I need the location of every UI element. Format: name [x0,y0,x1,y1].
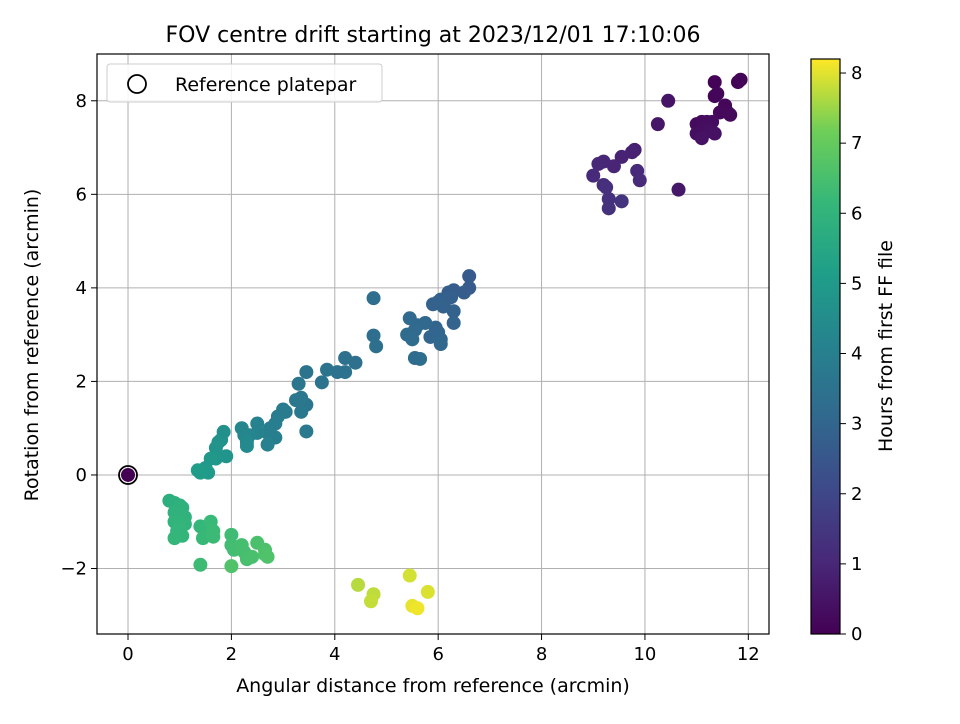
data-point [245,549,260,564]
data-point [446,315,461,330]
x-tick-label: 12 [737,644,760,665]
colorbar-gradient [810,58,841,635]
data-point [694,131,709,146]
data-point [195,531,210,546]
colorbar-tick-label: 1 [851,554,862,575]
y-tick-label: 2 [76,371,87,392]
data-point [121,467,136,482]
colorbar-ticks: 0 1 2 3 4 5 6 7 8 [840,63,862,645]
plot-frame [96,53,770,635]
data-point [661,93,676,108]
data-point [632,173,647,188]
data-point [363,594,378,609]
data-point [260,549,275,564]
data-point [289,393,304,408]
data-point [260,437,275,452]
data-point [650,117,665,132]
y-tick-label: 0 [76,465,87,486]
data-point [462,269,477,284]
data-point [224,559,239,574]
data-point [299,424,314,439]
data-point [239,438,254,453]
data-point [405,332,420,347]
y-tick-label: −2 [60,559,87,580]
data-point [413,351,428,366]
y-axis-label: Rotation from reference (arcmin) [21,189,43,502]
data-point [314,375,329,390]
colorbar-tick-label: 7 [851,133,862,154]
data-point [614,149,629,164]
data-point [586,168,601,183]
data-point [167,531,182,546]
data-point [402,311,417,326]
data-point [599,180,614,195]
colorbar: 0 1 2 3 4 5 6 7 8 Hours from first FF file [810,58,897,645]
data-point [710,86,725,101]
legend: Reference platepar [106,63,383,103]
data-point [366,291,381,306]
x-tick-label: 8 [536,644,547,665]
x-tick-label: 0 [122,644,133,665]
data-point [291,376,306,391]
data-point [193,557,208,572]
data-point [208,440,223,455]
data-points [121,72,748,616]
y-axis-ticks: −2 0 2 4 6 8 [60,91,97,580]
colorbar-tick-label: 2 [851,484,862,505]
data-point [614,194,629,209]
data-point [591,156,606,171]
data-point [433,337,448,351]
data-point [224,527,239,542]
data-point [707,126,722,141]
data-point [338,351,353,366]
data-point [723,107,738,122]
data-point [671,182,686,197]
data-point [707,75,722,90]
x-tick-label: 10 [633,644,656,665]
x-axis-ticks: 0 2 4 6 8 10 12 [122,634,760,665]
colorbar-tick-label: 5 [851,273,862,294]
colorbar-tick-label: 8 [851,63,862,84]
colorbar-tick-label: 0 [851,624,862,645]
data-point [446,304,461,319]
data-point [420,584,435,599]
data-point [299,365,314,380]
legend-entry-reference: Reference platepar [175,74,357,96]
y-tick-label: 4 [76,278,87,299]
data-point [410,601,425,616]
data-point [733,72,748,87]
colorbar-tick-label: 3 [851,414,862,435]
data-point [206,529,221,544]
grid-lines [97,54,769,634]
data-point [402,568,417,583]
colorbar-label: Hours from first FF file [875,240,897,452]
data-point [320,362,335,377]
legend-marker-icon [127,74,147,94]
x-tick-label: 6 [432,644,443,665]
data-point [190,463,205,478]
chart-title: FOV centre drift starting at 2023/12/01 … [166,23,701,48]
data-point [601,201,616,216]
y-tick-label: 6 [76,184,87,205]
x-tick-label: 4 [329,644,340,665]
x-axis-label: Angular distance from reference (arcmin) [236,675,630,697]
data-point [351,577,366,592]
y-tick-label: 8 [76,91,87,112]
x-tick-label: 2 [226,644,237,665]
reference-platepar-marker [118,465,138,485]
data-point [366,328,381,343]
data-point [369,339,384,354]
colorbar-tick-label: 4 [851,344,862,365]
colorbar-tick-label: 6 [851,203,862,224]
legend-box [106,63,383,103]
data-point [294,404,309,419]
